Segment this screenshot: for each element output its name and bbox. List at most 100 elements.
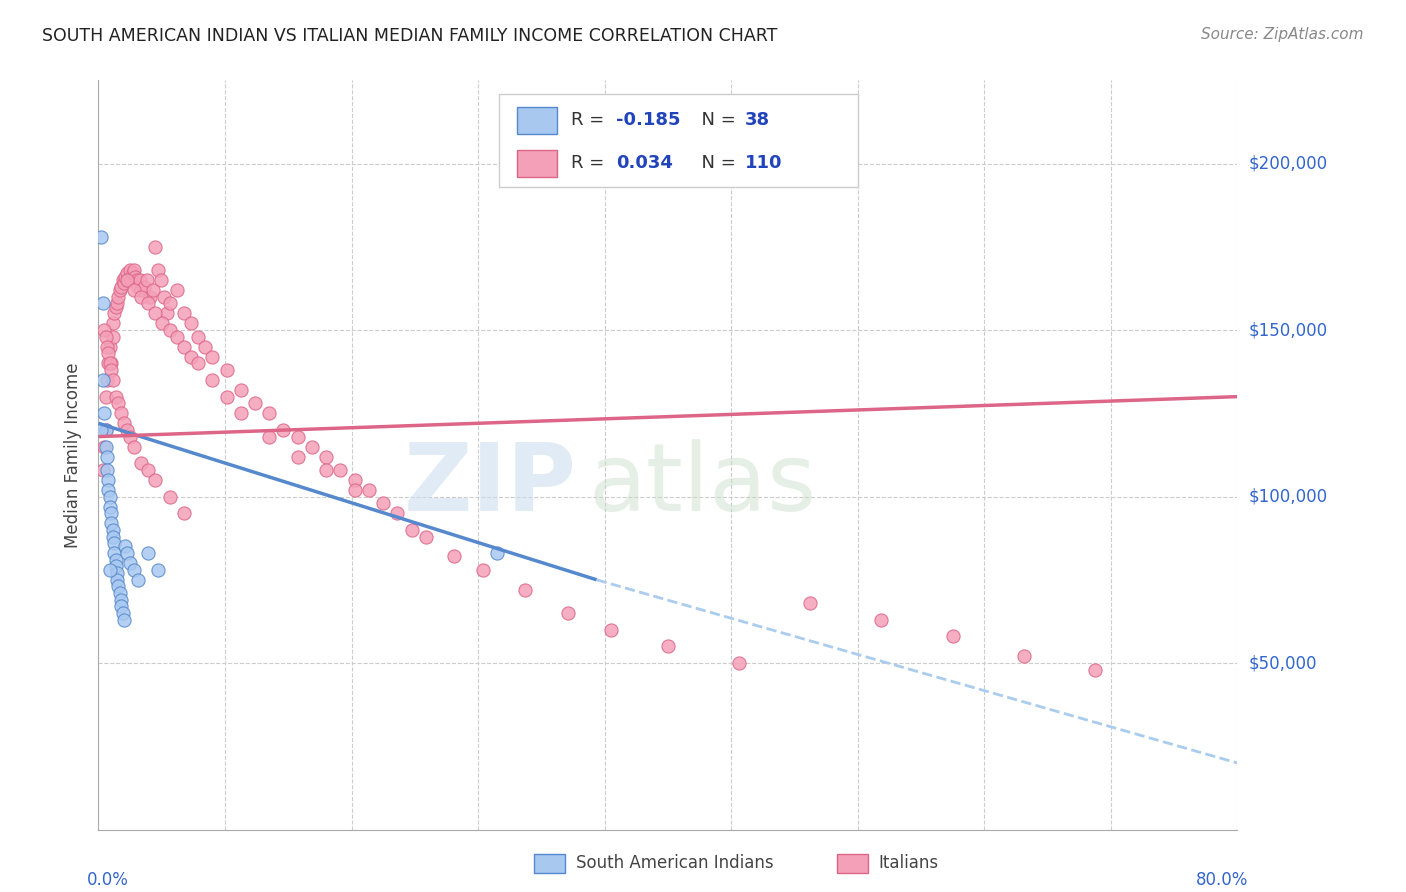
Point — [107, 290, 129, 304]
Point — [215, 363, 238, 377]
Point — [657, 640, 679, 654]
Point — [93, 440, 115, 454]
Point — [329, 463, 352, 477]
Point — [187, 329, 209, 343]
Point — [115, 546, 138, 560]
Point — [152, 317, 174, 331]
Text: 0.034: 0.034 — [616, 154, 672, 172]
Point — [94, 329, 117, 343]
Point — [159, 323, 181, 337]
Point — [259, 406, 281, 420]
Point — [127, 573, 149, 587]
Point — [942, 629, 965, 643]
Point — [118, 429, 141, 443]
Point — [94, 440, 117, 454]
Point — [91, 373, 114, 387]
Point — [136, 463, 159, 477]
Point — [315, 463, 337, 477]
Point — [118, 263, 141, 277]
Point — [98, 563, 121, 577]
Point — [1084, 663, 1107, 677]
Point — [101, 317, 124, 331]
Point — [201, 373, 224, 387]
Point — [98, 340, 121, 354]
Point — [101, 329, 124, 343]
Point — [180, 317, 202, 331]
Text: 80.0%: 80.0% — [1197, 871, 1249, 888]
Point — [1012, 649, 1035, 664]
Point — [515, 582, 537, 597]
Point — [111, 273, 134, 287]
Point — [93, 406, 115, 420]
Point — [156, 306, 179, 320]
Point — [98, 490, 121, 504]
Point — [173, 306, 195, 320]
Point — [110, 406, 132, 420]
Text: R =: R = — [571, 154, 610, 172]
Point — [97, 473, 120, 487]
Point — [166, 329, 188, 343]
Point — [110, 592, 132, 607]
Point — [471, 563, 494, 577]
Point — [111, 606, 134, 620]
Point — [114, 540, 136, 554]
Point — [287, 429, 309, 443]
Point — [101, 523, 124, 537]
Point — [115, 273, 138, 287]
Text: N =: N = — [690, 154, 742, 172]
Point — [90, 423, 112, 437]
Point — [132, 279, 155, 293]
Point — [145, 473, 167, 487]
Point — [557, 606, 579, 620]
Point — [173, 340, 195, 354]
Point — [94, 423, 117, 437]
Point — [103, 306, 125, 320]
Point — [104, 559, 127, 574]
Text: N =: N = — [690, 112, 742, 129]
Point — [124, 269, 146, 284]
Point — [104, 553, 127, 567]
Point — [145, 306, 167, 320]
Point — [129, 290, 152, 304]
Point — [115, 267, 138, 281]
Point — [94, 390, 117, 404]
Point — [108, 283, 131, 297]
Point — [373, 496, 395, 510]
Text: $150,000: $150,000 — [1249, 321, 1327, 339]
Point — [159, 490, 181, 504]
Text: Source: ZipAtlas.com: Source: ZipAtlas.com — [1201, 27, 1364, 42]
Text: R =: R = — [571, 112, 610, 129]
Point — [96, 450, 118, 464]
Point — [122, 440, 145, 454]
Point — [121, 267, 143, 281]
Point — [97, 483, 120, 497]
Point — [153, 290, 176, 304]
Point — [443, 549, 465, 564]
Point — [101, 529, 124, 543]
Point — [287, 450, 309, 464]
Point — [799, 596, 821, 610]
Point — [415, 529, 437, 543]
Point — [114, 269, 136, 284]
Point — [98, 356, 121, 370]
Point — [112, 613, 135, 627]
Point — [93, 323, 115, 337]
Text: -0.185: -0.185 — [616, 112, 681, 129]
Point — [129, 456, 152, 470]
Point — [105, 573, 128, 587]
Point — [194, 340, 217, 354]
Point — [107, 579, 129, 593]
Point — [259, 429, 281, 443]
Point — [112, 277, 135, 291]
Point — [104, 300, 127, 314]
Point — [301, 440, 323, 454]
Point — [103, 536, 125, 550]
Point — [91, 463, 114, 477]
Point — [96, 340, 118, 354]
Point — [105, 566, 128, 581]
Point — [600, 623, 623, 637]
Point — [91, 296, 114, 310]
Point — [122, 283, 145, 297]
Point — [108, 586, 131, 600]
Point — [148, 563, 170, 577]
